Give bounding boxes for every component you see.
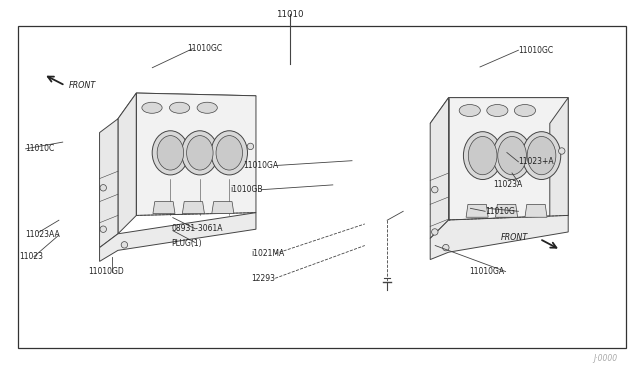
Polygon shape: [100, 119, 118, 248]
Ellipse shape: [182, 131, 218, 175]
Polygon shape: [136, 93, 256, 215]
Polygon shape: [100, 213, 256, 262]
Ellipse shape: [493, 132, 531, 180]
Text: i1010GB: i1010GB: [230, 185, 263, 194]
Polygon shape: [495, 204, 518, 217]
Ellipse shape: [152, 131, 189, 175]
Text: 08931-3061A: 08931-3061A: [172, 224, 223, 233]
Ellipse shape: [100, 185, 106, 191]
Ellipse shape: [459, 105, 481, 116]
Ellipse shape: [527, 137, 556, 175]
Text: PLUG(1): PLUG(1): [172, 239, 202, 248]
Ellipse shape: [463, 132, 502, 180]
Text: FRONT: FRONT: [68, 81, 96, 90]
Ellipse shape: [170, 102, 189, 113]
Ellipse shape: [142, 102, 162, 113]
Text: 11010GA: 11010GA: [243, 161, 278, 170]
Text: 11010GC: 11010GC: [188, 44, 223, 53]
Ellipse shape: [515, 105, 536, 116]
Ellipse shape: [187, 136, 213, 170]
Ellipse shape: [247, 143, 253, 150]
Polygon shape: [153, 202, 175, 214]
Text: 11023AA: 11023AA: [26, 230, 60, 239]
Ellipse shape: [211, 131, 248, 175]
Text: 11010G: 11010G: [485, 207, 515, 216]
Ellipse shape: [487, 105, 508, 116]
Ellipse shape: [559, 148, 565, 154]
Polygon shape: [182, 202, 204, 214]
Polygon shape: [430, 97, 449, 238]
Ellipse shape: [431, 186, 438, 193]
Text: FRONT: FRONT: [501, 233, 529, 242]
Ellipse shape: [522, 132, 561, 180]
Bar: [18, 26, 626, 348]
Polygon shape: [212, 202, 234, 214]
Ellipse shape: [443, 244, 449, 251]
Ellipse shape: [498, 137, 527, 175]
Polygon shape: [550, 97, 568, 234]
Ellipse shape: [431, 229, 438, 235]
Text: 11010: 11010: [276, 10, 304, 19]
Polygon shape: [449, 97, 568, 220]
Ellipse shape: [197, 102, 218, 113]
Text: 11010GA: 11010GA: [469, 267, 504, 276]
Ellipse shape: [157, 136, 184, 170]
Text: 11023: 11023: [19, 252, 44, 261]
Ellipse shape: [121, 242, 127, 248]
Polygon shape: [430, 215, 568, 260]
Polygon shape: [118, 93, 256, 122]
Ellipse shape: [468, 137, 497, 175]
Text: 11010GD: 11010GD: [88, 267, 124, 276]
Ellipse shape: [216, 136, 243, 170]
Polygon shape: [466, 204, 488, 217]
Text: 12293: 12293: [252, 274, 275, 283]
Polygon shape: [430, 97, 568, 124]
Text: J·0000: J·0000: [593, 354, 618, 363]
Ellipse shape: [100, 226, 106, 232]
Text: 11010C: 11010C: [26, 144, 55, 153]
Polygon shape: [118, 93, 136, 234]
Text: 11023+A: 11023+A: [518, 157, 554, 166]
Text: 11023A: 11023A: [493, 180, 522, 189]
Polygon shape: [525, 204, 547, 217]
Text: i1021MA: i1021MA: [252, 249, 285, 258]
Text: 11010GC: 11010GC: [518, 46, 554, 55]
